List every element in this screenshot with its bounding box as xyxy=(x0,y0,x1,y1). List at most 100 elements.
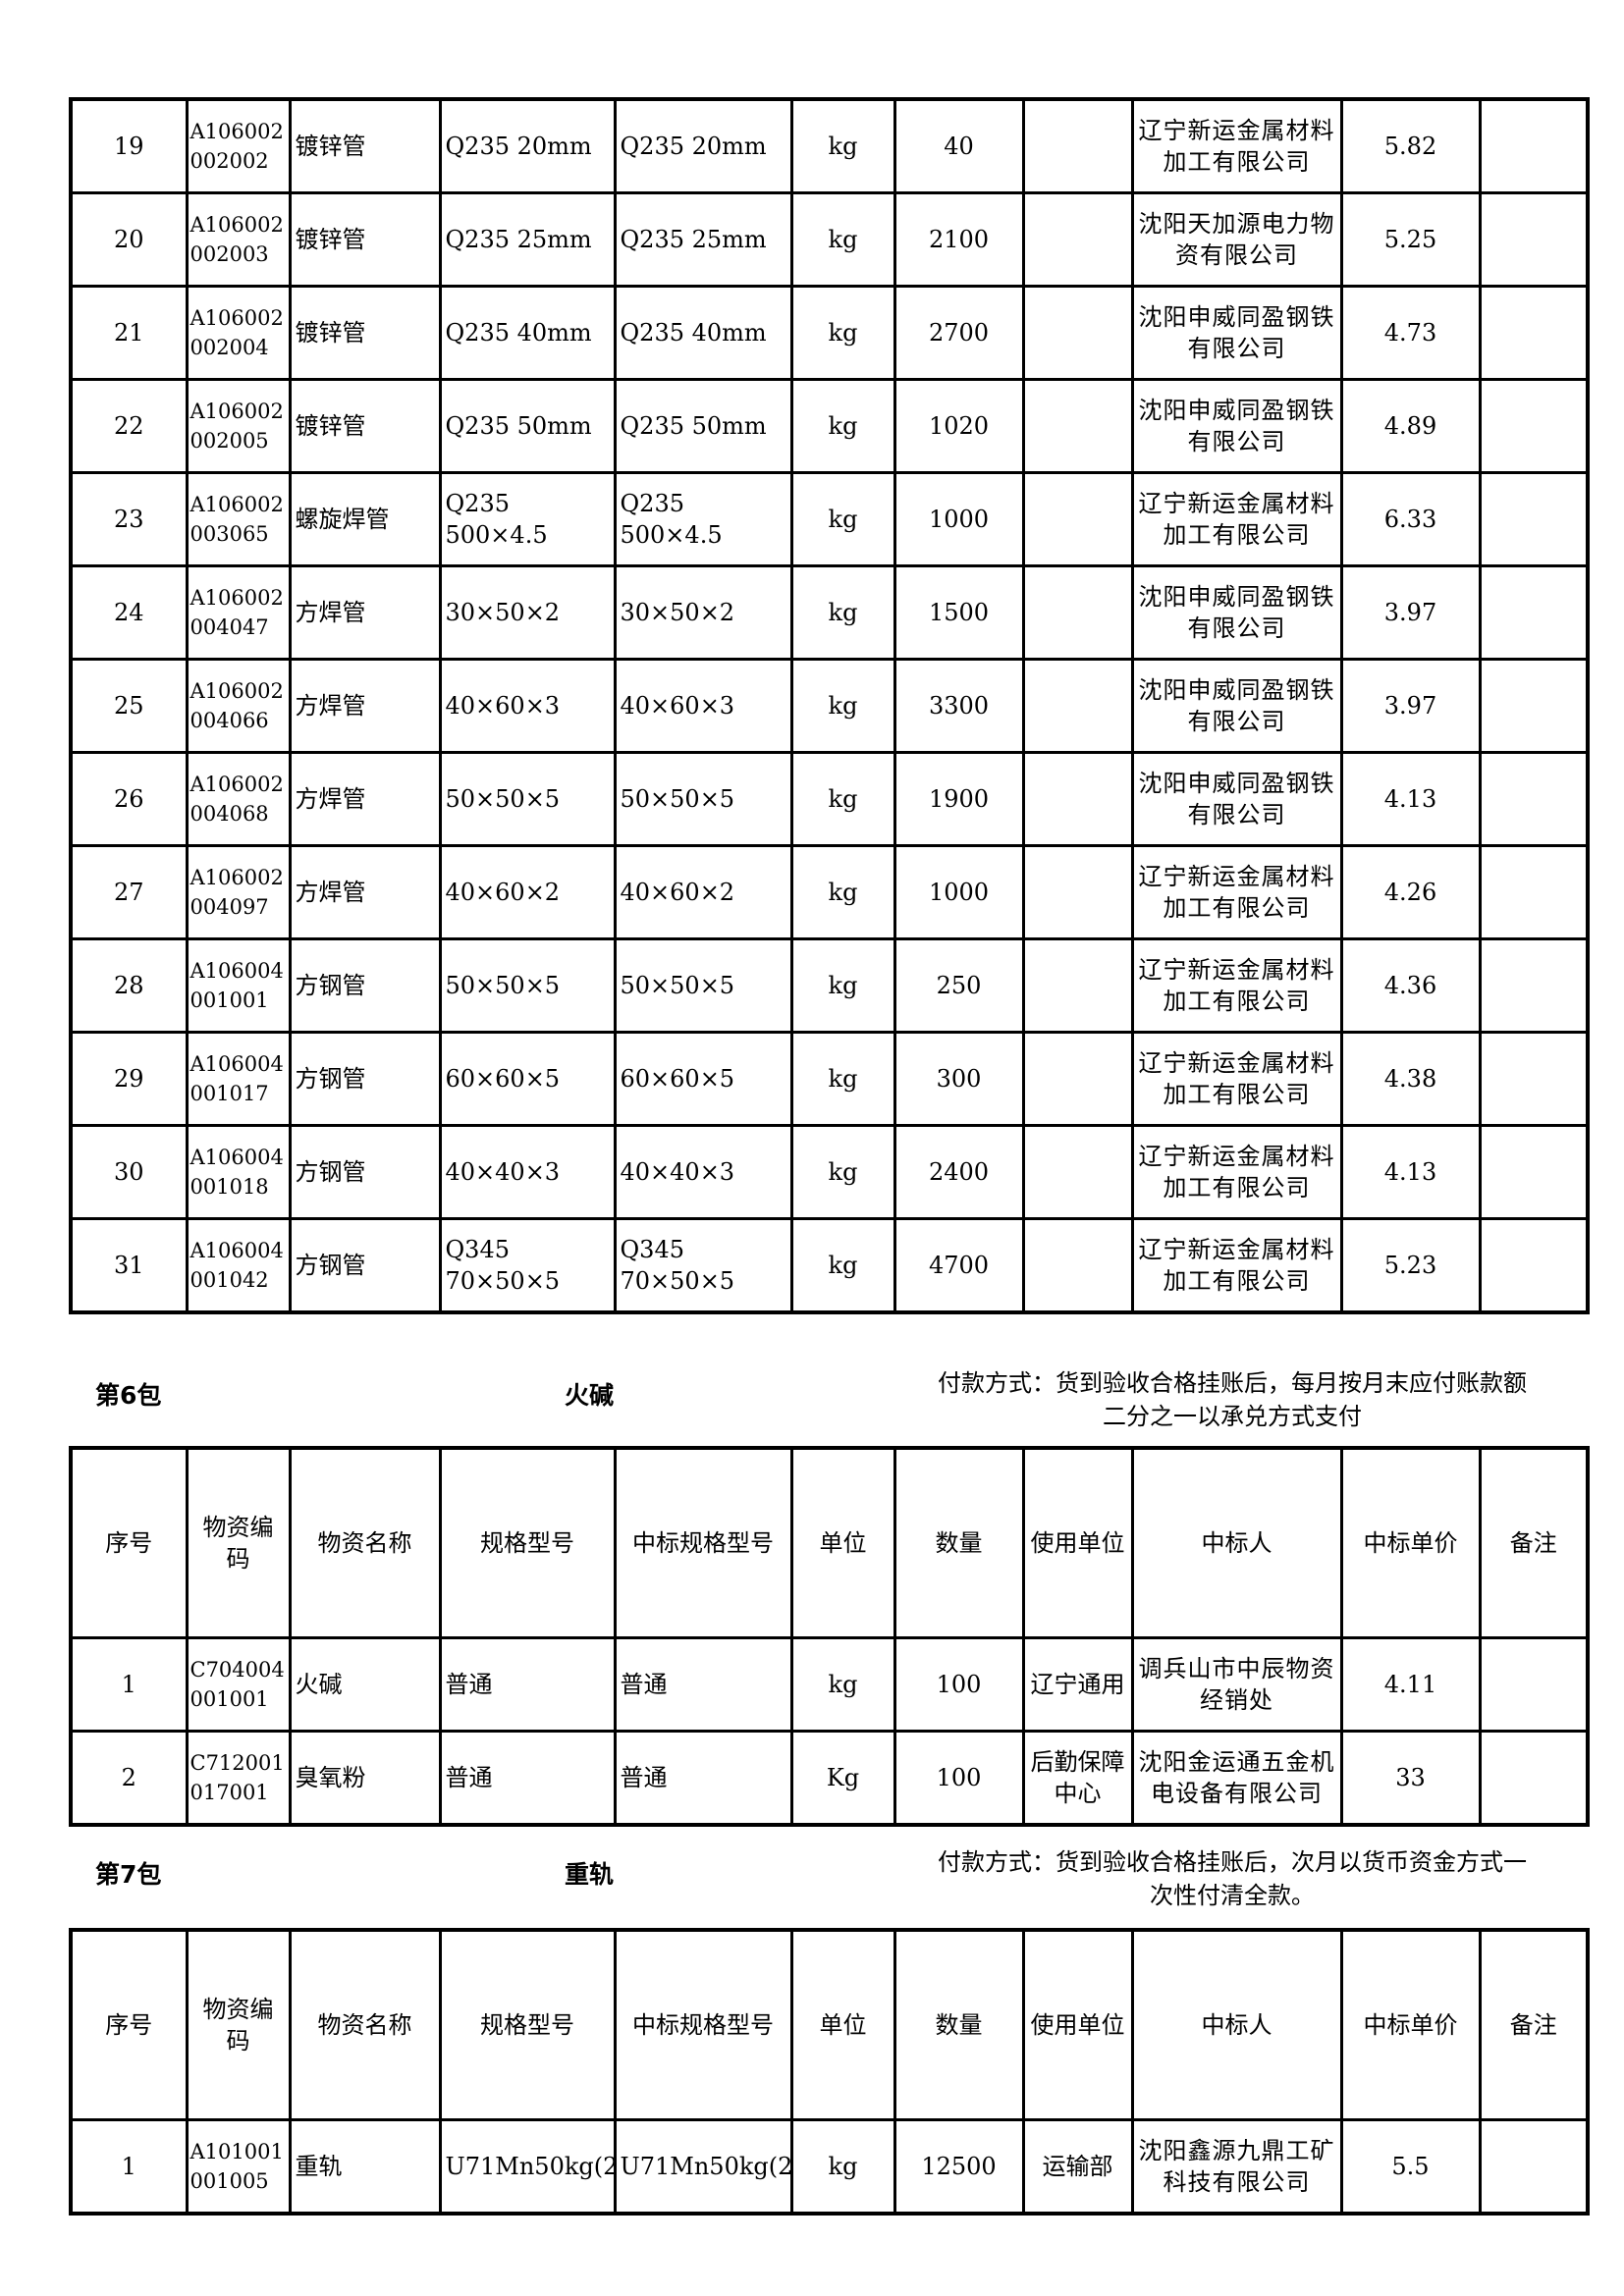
cell-code: A106002002004 xyxy=(185,285,292,381)
cell-remark xyxy=(1478,97,1590,194)
category-label: 重轨 xyxy=(565,1860,615,1889)
cell-seq: 24 xyxy=(69,564,189,661)
section-7-header: 第7包 重轨 付款方式：货到验收合格挂账后，次月以货币资金方式一 次性付清全款。 xyxy=(69,1845,1586,1920)
cell-code: A106002003065 xyxy=(185,471,292,567)
cell-name: 臭氧粉 xyxy=(288,1730,442,1827)
cell-winner: 辽宁新运金属材料加工有限公司 xyxy=(1130,1217,1343,1314)
cell-remark xyxy=(1478,471,1590,567)
cell-user-dept xyxy=(1021,285,1134,381)
package-label: 第6包 xyxy=(95,1381,162,1410)
cell-price: 4.11 xyxy=(1339,1636,1482,1733)
cell-seq: 31 xyxy=(69,1217,189,1314)
cell-user-dept xyxy=(1021,1124,1134,1220)
column-header-winner: 中标人 xyxy=(1130,1928,1343,2121)
column-header-qty: 数量 xyxy=(893,1928,1025,2121)
cell-unit: kg xyxy=(789,191,896,288)
cell-price: 5.5 xyxy=(1339,2118,1482,2216)
cell-code: A106004001042 xyxy=(185,1217,292,1314)
cell-winner: 调兵山市中辰物资经销处 xyxy=(1130,1636,1343,1733)
cell-qty: 300 xyxy=(893,1031,1025,1127)
cell-name: 镀锌管 xyxy=(288,97,442,194)
payment-line-1: 付款方式：货到验收合格挂账后，次月以货币资金方式一 xyxy=(938,1848,1527,1876)
cell-bid-spec: Q345 70×50×5 xyxy=(613,1217,793,1314)
cell-name: 方焊管 xyxy=(288,751,442,847)
column-header-winner: 中标人 xyxy=(1130,1446,1343,1639)
cell-qty: 3300 xyxy=(893,658,1025,754)
cell-unit: kg xyxy=(789,751,896,847)
cell-user-dept xyxy=(1021,564,1134,661)
cell-code: A106004001017 xyxy=(185,1031,292,1127)
cell-seq: 26 xyxy=(69,751,189,847)
cell-remark xyxy=(1478,658,1590,754)
cell-bid-spec: Q235 40mm xyxy=(613,285,793,381)
cell-unit: kg xyxy=(789,1636,896,1733)
cell-user-dept xyxy=(1021,378,1134,474)
column-header-bid-spec: 中标规格型号 xyxy=(613,1928,793,2121)
cell-bid-spec: 50×50×5 xyxy=(613,751,793,847)
cell-name: 镀锌管 xyxy=(288,191,442,288)
cell-code: A106002002002 xyxy=(185,97,292,194)
table-row: 23 A106002003065 螺旋焊管 Q235 500×4.5 Q235 500×… xyxy=(69,471,1590,567)
cell-seq: 23 xyxy=(69,471,189,567)
cell-remark xyxy=(1478,1217,1590,1314)
header-row: 序号 物资编码 物资名称 规格型号 中标规格型号 单位 数量 使用单位 中标人 中标单价 备注 xyxy=(69,1446,1590,1639)
cell-price: 4.73 xyxy=(1339,285,1482,381)
cell-spec: 40×60×2 xyxy=(438,844,617,940)
table-row: 25 A106002004066 方焊管 40×60×3 40×60×3 kg 3300 沈阳… xyxy=(69,658,1590,754)
cell-winner: 沈阳申威同盈钢铁有限公司 xyxy=(1130,751,1343,847)
cell-qty: 100 xyxy=(893,1636,1025,1733)
cell-user-dept xyxy=(1021,658,1134,754)
cell-price: 4.13 xyxy=(1339,1124,1482,1220)
cell-code: A106002004068 xyxy=(185,751,292,847)
cell-bid-spec: 60×60×5 xyxy=(613,1031,793,1127)
cell-user-dept: 运输部 xyxy=(1021,2118,1134,2216)
cell-spec: 40×40×3 xyxy=(438,1124,617,1220)
cell-winner: 沈阳申威同盈钢铁有限公司 xyxy=(1130,285,1343,381)
cell-price: 4.36 xyxy=(1339,937,1482,1034)
cell-remark xyxy=(1478,937,1590,1034)
cell-name: 方焊管 xyxy=(288,658,442,754)
cell-name: 火碱 xyxy=(288,1636,442,1733)
cell-bid-spec: Q235 25mm xyxy=(613,191,793,288)
cell-user-dept xyxy=(1021,844,1134,940)
cell-seq: 27 xyxy=(69,844,189,940)
column-header-spec: 规格型号 xyxy=(438,1928,617,2121)
cell-qty: 40 xyxy=(893,97,1025,194)
cell-bid-spec: Q235 50mm xyxy=(613,378,793,474)
cell-winner: 辽宁新运金属材料加工有限公司 xyxy=(1130,97,1343,194)
cell-bid-spec: 普通 xyxy=(613,1636,793,1733)
cell-user-dept xyxy=(1021,937,1134,1034)
cell-price: 6.33 xyxy=(1339,471,1482,567)
cell-seq: 21 xyxy=(69,285,189,381)
cell-code: A106004001001 xyxy=(185,937,292,1034)
cell-spec: Q235 50mm xyxy=(438,378,617,474)
cell-unit: kg xyxy=(789,2118,896,2216)
cell-qty: 12500 xyxy=(893,2118,1025,2216)
cell-spec: Q235 20mm xyxy=(438,97,617,194)
cell-qty: 1000 xyxy=(893,471,1025,567)
cell-unit: kg xyxy=(789,937,896,1034)
cell-spec: 60×60×5 xyxy=(438,1031,617,1127)
cell-bid-spec: 50×50×5 xyxy=(613,937,793,1034)
column-header-unit: 单位 xyxy=(789,1928,896,2121)
cell-price: 5.23 xyxy=(1339,1217,1482,1314)
category-label: 火碱 xyxy=(565,1381,615,1410)
cell-code: A106002002003 xyxy=(185,191,292,288)
table-row: 27 A106002004097 方焊管 40×60×2 40×60×2 kg 1000 辽宁… xyxy=(69,844,1590,940)
cell-spec: Q235 25mm xyxy=(438,191,617,288)
cell-winner: 沈阳鑫源九鼎工矿科技有限公司 xyxy=(1130,2118,1343,2216)
cell-bid-spec: Q235 500×4.5 xyxy=(613,471,793,567)
cell-name: 方焊管 xyxy=(288,564,442,661)
cell-seq: 30 xyxy=(69,1124,189,1220)
payment-line-2: 二分之一以承兑方式支付 xyxy=(1103,1403,1362,1430)
cell-remark xyxy=(1478,1730,1590,1827)
column-header-bid-spec: 中标规格型号 xyxy=(613,1446,793,1639)
cell-name: 方钢管 xyxy=(288,1124,442,1220)
cell-spec: U71Mn50kg(25m) xyxy=(438,2118,617,2216)
cell-seq: 19 xyxy=(69,97,189,194)
column-header-unit: 单位 xyxy=(789,1446,896,1639)
cell-spec: Q345 70×50×5 xyxy=(438,1217,617,1314)
table-row: 28 A106004001001 方钢管 50×50×5 50×50×5 kg 250 辽宁新… xyxy=(69,937,1590,1034)
table-row: 1 C704004001001 火碱 普通 普通 kg 100 辽宁通用 调兵山市中辰物资经销处… xyxy=(69,1636,1590,1733)
cell-unit: kg xyxy=(789,564,896,661)
